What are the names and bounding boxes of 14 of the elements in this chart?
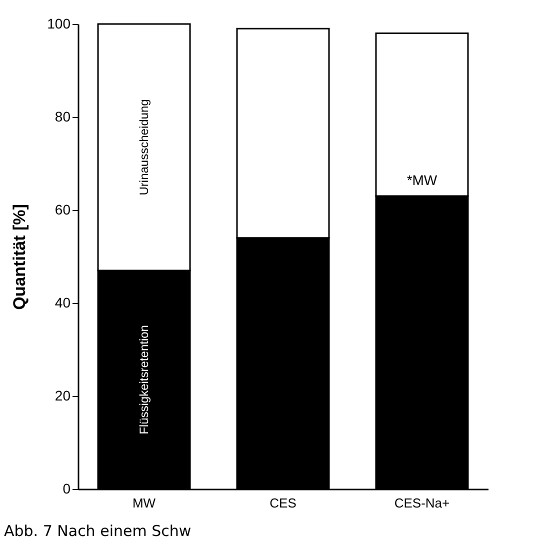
- x-tick-label: MW: [132, 496, 156, 510]
- caption: Abb. 7 Nach einem Schw: [4, 522, 192, 540]
- x-tick-label: CES: [270, 496, 297, 510]
- y-tick-label: 100: [47, 16, 71, 32]
- series-label: Urinausscheidung: [137, 99, 152, 196]
- series-label: Flüssigkeitsretention: [137, 325, 152, 434]
- y-tick-label: 20: [54, 388, 71, 404]
- y-tick-label: 0: [62, 480, 71, 496]
- y-tick-label: 60: [54, 202, 71, 218]
- y-tick-label: 40: [54, 294, 71, 310]
- y-tick-label: 80: [54, 108, 71, 124]
- x-tick-label: CES-Na+: [394, 496, 450, 510]
- y-axis-title: Quantität [%]: [10, 204, 30, 310]
- annotation: *MW: [406, 172, 438, 188]
